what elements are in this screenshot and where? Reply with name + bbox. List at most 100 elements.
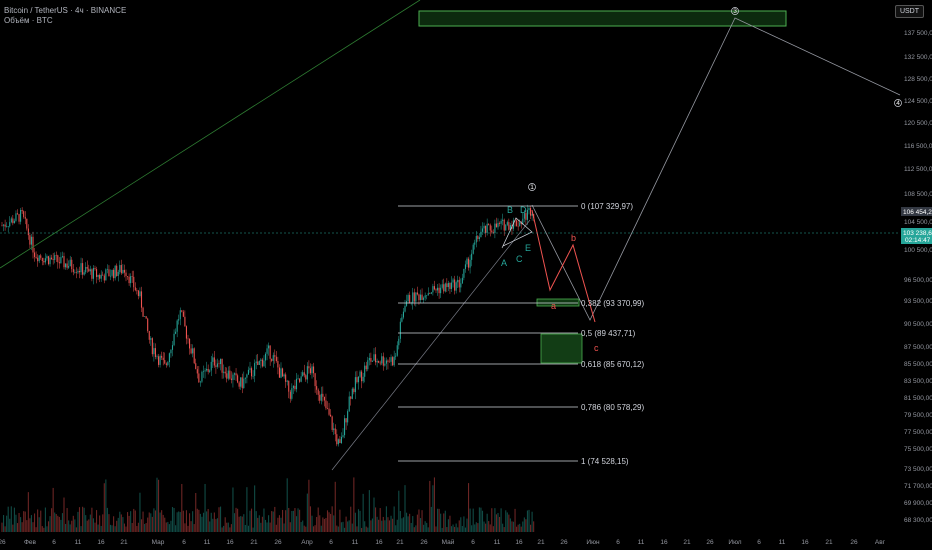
candle [161, 355, 163, 358]
candle [34, 252, 36, 257]
candle [187, 338, 189, 340]
volume-bar [500, 508, 502, 532]
candle [266, 348, 268, 354]
candle [264, 353, 267, 361]
candle [468, 258, 470, 268]
volume-bar [464, 527, 466, 532]
candle [443, 284, 445, 292]
candle [179, 310, 181, 320]
candle [85, 266, 87, 273]
volume-bar [336, 525, 338, 532]
projection-path[interactable] [531, 17, 901, 321]
volume-legend[interactable]: Объём · BTC [4, 16, 53, 25]
volume-bar [365, 526, 367, 532]
wave-label-E: E [525, 243, 531, 253]
price-tick: 81 500,00 [904, 395, 932, 402]
volume-bar [517, 524, 519, 532]
candle [71, 259, 73, 270]
candle [280, 368, 282, 378]
volume-bar [102, 514, 104, 532]
candle [3, 224, 5, 226]
fib-label: 0,5 (89 437,71) [581, 329, 636, 338]
volume-bar [531, 511, 533, 532]
candle [244, 377, 246, 379]
volume-bar [57, 515, 59, 532]
volume-bar [49, 516, 51, 532]
volume-bar [440, 513, 442, 532]
candle [441, 284, 443, 288]
volume-bar [423, 524, 425, 532]
fib-label: 0,786 (80 578,29) [581, 403, 644, 412]
volume-bar [27, 492, 29, 532]
volume-bar [468, 483, 470, 532]
time-tick: 26 [0, 539, 6, 546]
price-tick: 100 500,00 [904, 247, 932, 254]
volume-bar [292, 510, 294, 532]
candle [213, 357, 215, 366]
candle [6, 226, 8, 227]
candle [58, 262, 60, 264]
candle [531, 214, 533, 216]
symbol-title[interactable]: Bitcoin / TetherUS · 4ч · BINANCE [4, 6, 127, 15]
candle [220, 358, 222, 365]
candle [452, 279, 454, 283]
candle [446, 283, 448, 288]
wave-labels: A B C D Ea b c 1 3 4 [501, 7, 902, 353]
volume-bar [158, 479, 160, 532]
candle [275, 356, 277, 362]
volume-bar [193, 524, 195, 532]
volume-bar [480, 507, 482, 532]
candle [263, 360, 265, 367]
volume-bar [505, 510, 507, 532]
trend-line-april[interactable] [331, 219, 531, 471]
wave-label-4: 4 [896, 100, 900, 107]
candle [317, 389, 319, 395]
target-zone[interactable] [418, 10, 787, 27]
candle [198, 373, 200, 383]
candle [415, 292, 417, 302]
volume-bar [328, 512, 330, 532]
candle [158, 356, 160, 365]
candle [359, 371, 361, 377]
candle [416, 292, 418, 295]
price-tick: 75 500,00 [904, 446, 932, 453]
price-tick: 128 500,00 [904, 76, 932, 83]
volume-bar [47, 521, 50, 532]
wave-label-1: 1 [530, 184, 534, 191]
volume-bar [514, 508, 516, 532]
candle [142, 307, 144, 317]
volume-bar [227, 522, 229, 532]
candle [382, 356, 384, 366]
volume-bar [285, 510, 287, 532]
volume-bar [272, 511, 274, 532]
candle [387, 360, 389, 362]
candle [512, 220, 515, 229]
zone-golden-pocket[interactable] [540, 333, 583, 364]
volume-bar [283, 523, 285, 532]
volume-bar [88, 519, 90, 532]
candle [35, 256, 37, 258]
candle [373, 354, 375, 361]
candle [326, 408, 329, 409]
volume-bar [229, 527, 231, 532]
candle [23, 211, 25, 217]
candle [437, 287, 439, 291]
time-tick: 21 [683, 539, 691, 546]
volume-bar [502, 523, 504, 532]
red-abc-path[interactable] [531, 209, 596, 323]
candle [227, 370, 229, 379]
volume-bar [46, 526, 48, 532]
volume-bar [257, 517, 259, 532]
candle [148, 331, 150, 340]
volume-bar [55, 514, 57, 532]
currency-button[interactable]: USDT [894, 5, 924, 18]
volume-bar [244, 524, 246, 532]
volume-bar [61, 513, 63, 532]
candle [356, 377, 358, 383]
volume-bar [111, 525, 113, 532]
volume-bar [305, 526, 307, 532]
zone-0382[interactable] [536, 298, 580, 307]
trend-line[interactable] [0, 0, 421, 269]
candle [295, 378, 298, 390]
